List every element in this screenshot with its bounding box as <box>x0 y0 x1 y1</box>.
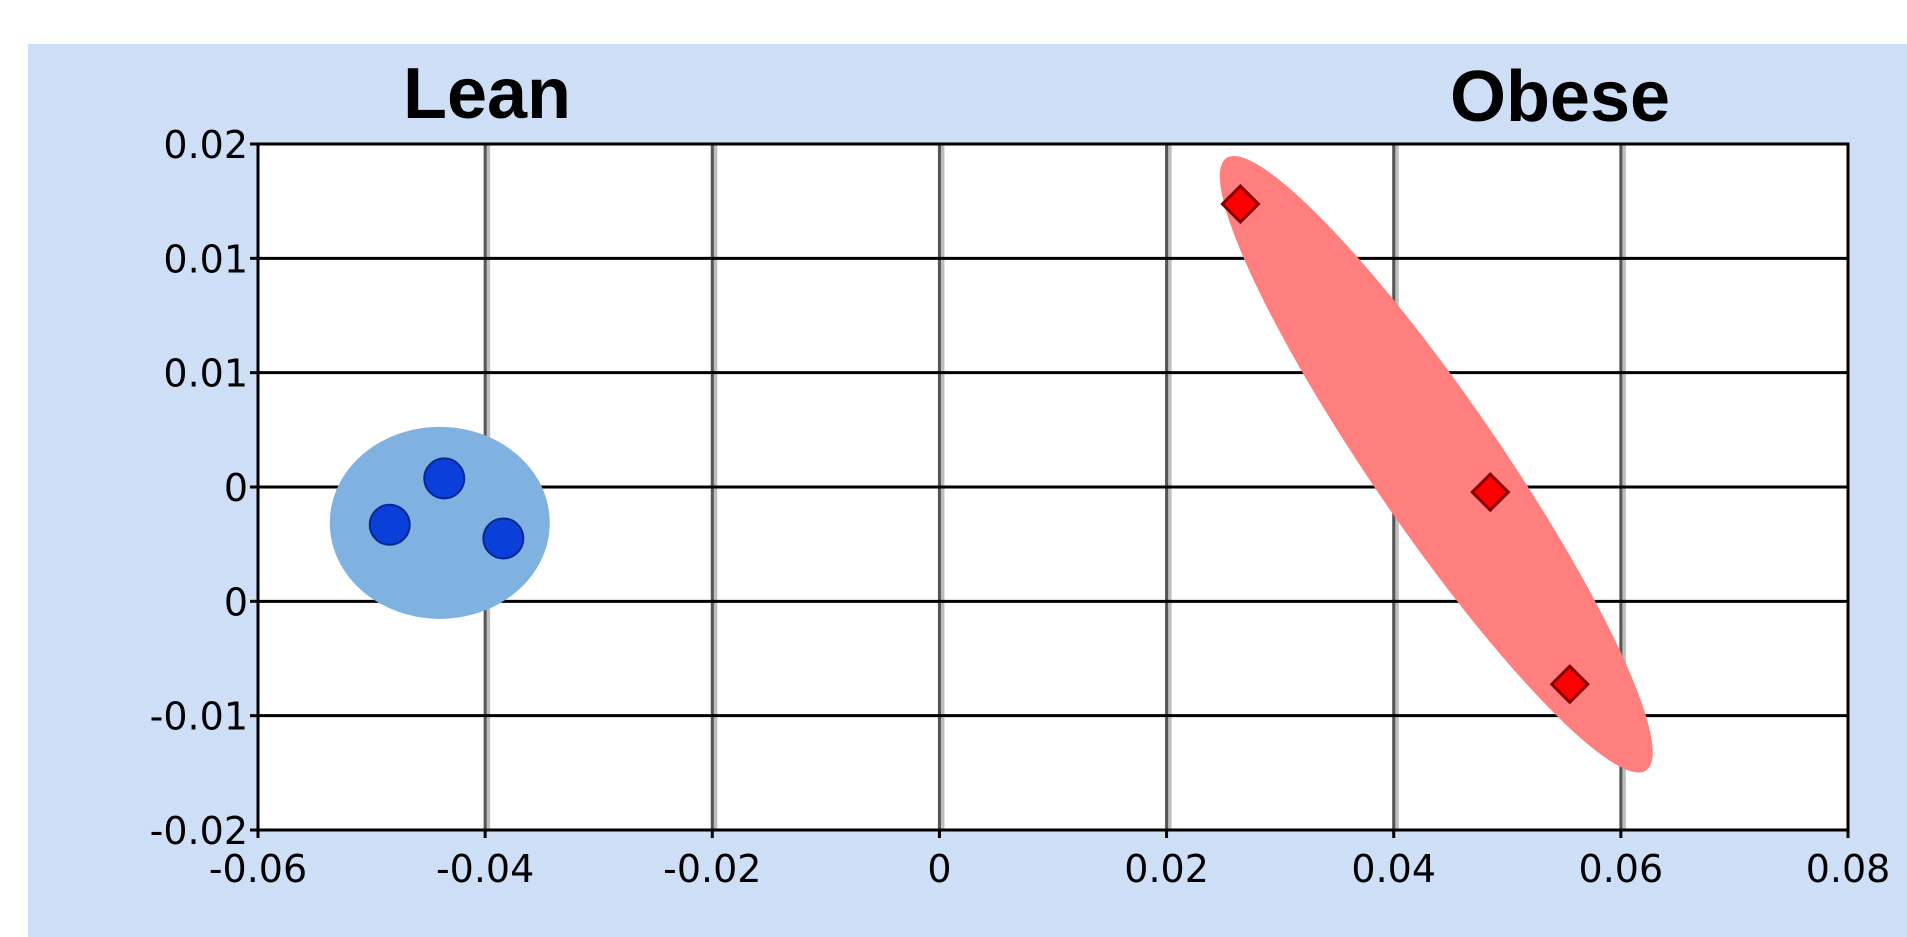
x-tick-label: -0.02 <box>663 847 761 891</box>
x-tick-label: 0.04 <box>1351 847 1436 891</box>
y-tick-label: 0 <box>224 466 248 510</box>
y-tick-label: 0.02 <box>163 123 248 167</box>
lean-group-label: Lean <box>403 54 571 134</box>
x-tick-label: 0.02 <box>1124 847 1209 891</box>
y-tick-label: 0 <box>224 580 248 624</box>
lean-data-point <box>368 503 411 546</box>
obese-group-label: Obese <box>1450 57 1670 137</box>
obese-data-point <box>1549 664 1590 705</box>
x-tick-label: 0 <box>927 847 951 891</box>
x-tick-label: -0.04 <box>436 847 534 891</box>
cluster-ellipses <box>329 156 1653 773</box>
x-tick-labels: -0.06 -0.04 -0.02 0 0.02 0.04 0.06 0.08 <box>209 830 1890 891</box>
y-tick-label: 0.01 <box>163 352 248 396</box>
x-tick-label: 0.08 <box>1806 847 1891 891</box>
obese-data-point <box>1470 472 1511 513</box>
y-tick-label: -0.02 <box>150 809 248 853</box>
y-tick-labels: 0.02 0.01 0.01 0 0 -0.01 -0.02 <box>150 123 258 853</box>
obese-data-point <box>1220 183 1261 225</box>
lean-data-point <box>482 517 525 560</box>
y-tick-label: 0.01 <box>163 237 248 281</box>
lean-cluster-ellipse <box>329 426 550 619</box>
y-tick-label: -0.01 <box>150 695 248 739</box>
lean-data-point <box>423 457 466 500</box>
data-points <box>368 183 1590 705</box>
x-tick-label: -0.06 <box>209 847 307 891</box>
obese-cluster-ellipse <box>1219 156 1653 773</box>
x-tick-label: 0.06 <box>1579 847 1664 891</box>
